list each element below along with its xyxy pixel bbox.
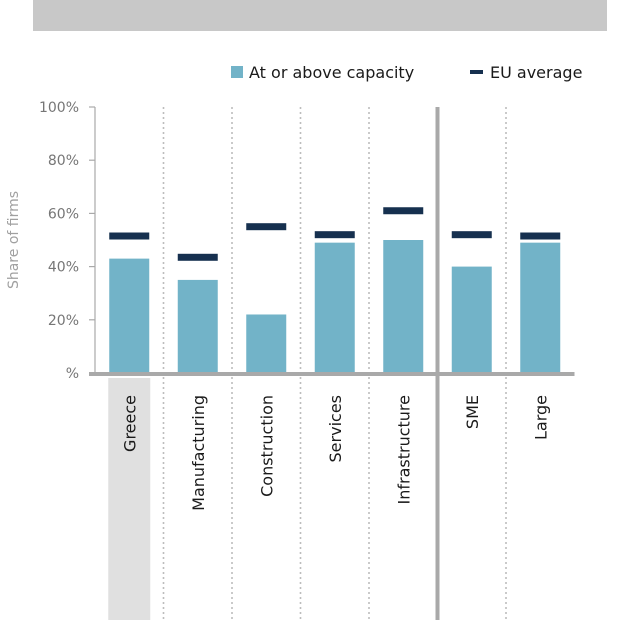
bar-greece (109, 258, 150, 373)
eu-average-marker-services (314, 231, 355, 239)
y-tick-label: 40% (48, 260, 79, 276)
category-label-large: Large (531, 395, 550, 440)
category-label-construction: Construction (257, 395, 276, 497)
y-tick-label: 80% (48, 153, 79, 169)
category-label-sme: SME (463, 395, 482, 429)
y-tick-label: 60% (48, 206, 79, 222)
y-tick-label: 20% (48, 313, 79, 329)
bar-manufacturing (177, 279, 218, 373)
legend-swatch-capacity (231, 66, 243, 78)
legend: At or above capacity EU average (231, 63, 582, 82)
eu-average-marker-manufacturing (177, 253, 218, 261)
highlight-band-greece (108, 378, 151, 620)
category-label-manufacturing: Manufacturing (189, 395, 208, 511)
eu-average-marker-infrastructure (383, 207, 424, 215)
eu-average-marker-sme (451, 231, 492, 239)
eu-average-marker-greece (109, 232, 150, 240)
y-tick-label: % (66, 366, 79, 382)
top-banner (33, 0, 607, 31)
bar-sme (451, 266, 492, 373)
eu-average-marker-construction (246, 223, 287, 231)
bar-services (314, 242, 355, 373)
bar-infrastructure (383, 240, 424, 373)
category-label-infrastructure: Infrastructure (394, 395, 413, 504)
bar-construction (246, 314, 287, 373)
bar-large (520, 242, 561, 373)
category-label-greece: Greece (120, 395, 139, 452)
legend-swatch-eu-average (470, 70, 483, 74)
y-tick-label: 100% (39, 100, 79, 116)
legend-label-eu-average: EU average (490, 63, 582, 82)
category-label-services: Services (326, 395, 345, 462)
eu-average-marker-large (520, 232, 561, 240)
legend-label-capacity: At or above capacity (249, 63, 414, 82)
y-axis-title: Share of firms (6, 191, 22, 289)
